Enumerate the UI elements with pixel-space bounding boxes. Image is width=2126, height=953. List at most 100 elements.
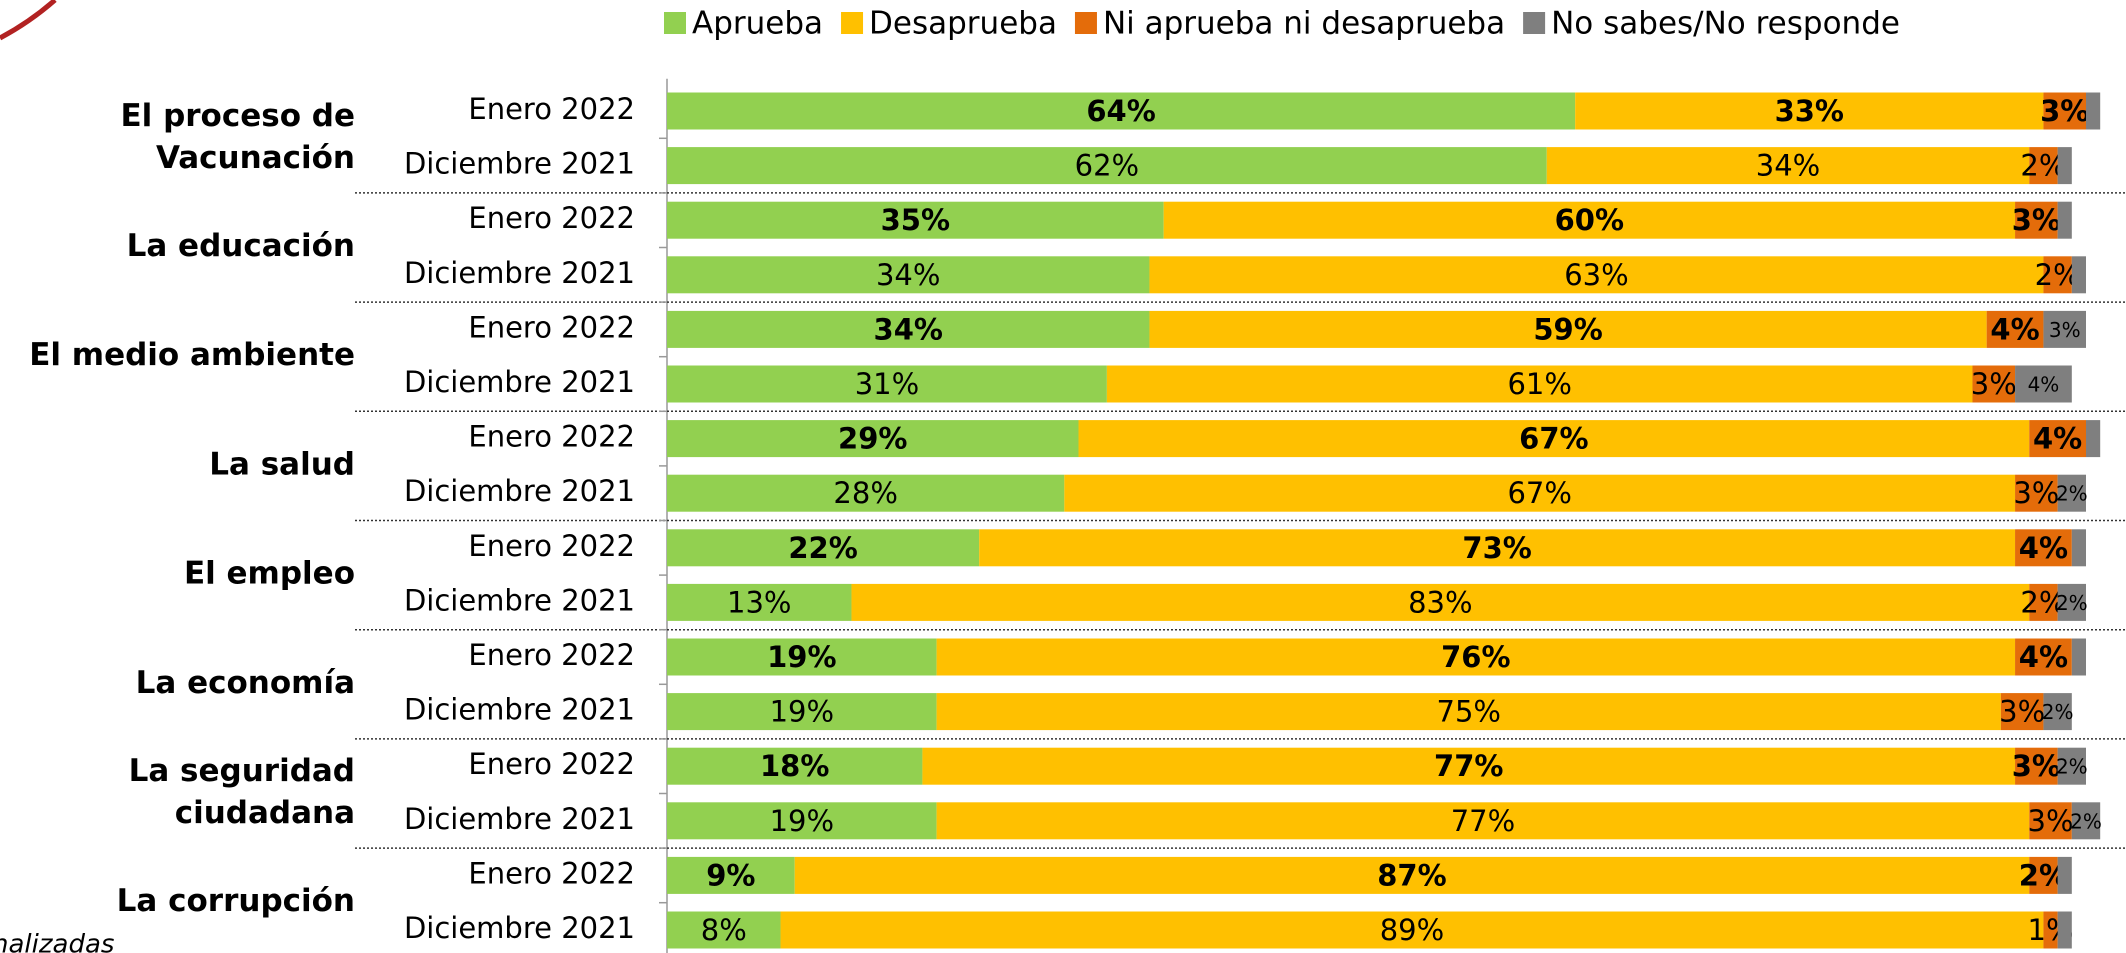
bar-segment: [794, 856, 2030, 894]
bar-segment: [780, 911, 2044, 949]
data-label: 29%: [838, 422, 907, 456]
bar-segment: [2029, 147, 2058, 185]
bar-segment: [922, 747, 2016, 785]
bar-segment: [1986, 310, 2044, 348]
bar-segment: [2043, 693, 2072, 731]
period-label: Diciembre 2021: [404, 147, 635, 181]
bar-segment: [667, 802, 937, 840]
bar-segment: [667, 310, 1150, 348]
bar-segment: [2057, 583, 2086, 621]
bar-segment: [1546, 147, 2030, 185]
bar-segment: [2057, 201, 2072, 239]
bar-segment: [1078, 420, 2030, 458]
bar-segment: [1149, 256, 2044, 294]
period-label: Enero 2022: [468, 747, 635, 781]
legend-label: Desaprueba: [869, 6, 1057, 42]
bar-segment: [851, 583, 2030, 621]
data-label: 4%: [2019, 531, 2068, 565]
bar-segment: [667, 256, 1150, 294]
group-label: El medio ambiente: [29, 337, 355, 373]
bar-segment: [1972, 365, 2016, 403]
data-label: 73%: [1462, 531, 1531, 565]
period-label: Diciembre 2021: [404, 256, 635, 290]
data-label: 18%: [760, 749, 829, 783]
period-label: Diciembre 2021: [404, 365, 635, 399]
footnote: nalizadas: [0, 930, 114, 953]
group-label: La corrupción: [117, 883, 355, 919]
bar-segment: [2071, 638, 2086, 676]
group-label: La salud: [209, 446, 355, 482]
bar-segment: [2043, 256, 2072, 294]
bar-segment: [2015, 365, 2072, 403]
data-label: 35%: [881, 203, 950, 237]
bar-segment: [667, 583, 852, 621]
data-label: 2%: [2070, 809, 2102, 833]
bar-segment: [2043, 911, 2058, 949]
data-label: 4%: [2019, 640, 2068, 674]
legend-label: Aprueba: [692, 6, 823, 42]
legend-swatch: [841, 12, 864, 34]
bar-segment: [2057, 147, 2072, 185]
bar-segment: [2043, 92, 2086, 130]
group-label: El proceso de: [120, 98, 355, 134]
data-label: 3%: [2040, 94, 2089, 128]
bar-segment: [667, 92, 1576, 130]
bar-segment: [667, 747, 923, 785]
data-label: 62%: [1075, 149, 1139, 183]
bar-segment: [667, 911, 781, 949]
bar-segment: [2000, 693, 2044, 731]
bar-segment: [2057, 747, 2086, 785]
data-label: 67%: [1519, 422, 1588, 456]
data-label: 34%: [876, 258, 940, 292]
bar-segment: [2015, 201, 2058, 239]
legend-swatch: [664, 12, 686, 34]
bar-segment: [2071, 256, 2086, 294]
data-label: 3%: [2012, 203, 2061, 237]
legend-label: Ni aprueba ni desaprueba: [1103, 6, 1505, 42]
bar-segment: [667, 638, 937, 676]
bar-segment: [2029, 420, 2086, 458]
bar-segment: [667, 147, 1547, 185]
data-label: 61%: [1507, 367, 1571, 401]
period-label: Enero 2022: [468, 638, 635, 672]
period-label: Enero 2022: [468, 856, 635, 890]
period-label: Enero 2022: [468, 529, 635, 563]
data-label: 63%: [1564, 258, 1628, 292]
bar-segment: [667, 201, 1164, 239]
data-label: 4%: [1990, 312, 2039, 346]
data-label: 3%: [2049, 318, 2081, 342]
bar-segment: [936, 693, 2001, 731]
bar-segment: [2086, 420, 2101, 458]
period-label: Diciembre 2021: [404, 802, 635, 836]
data-label: 9%: [706, 858, 755, 892]
period-label: Enero 2022: [468, 201, 635, 235]
data-label: 60%: [1555, 203, 1624, 237]
data-label: 22%: [788, 531, 857, 565]
bar-segment: [667, 474, 1065, 512]
bar-segment: [2029, 856, 2058, 894]
bar-segment: [1163, 201, 2016, 239]
data-label: 31%: [855, 367, 919, 401]
data-label: 19%: [770, 804, 834, 838]
data-label: 3%: [2012, 749, 2061, 783]
group-label: La economía: [136, 665, 355, 701]
bar-segment: [1149, 310, 1987, 348]
bar-segment: [2057, 474, 2086, 512]
period-label: Diciembre 2021: [404, 911, 635, 945]
period-label: Enero 2022: [468, 420, 635, 454]
data-label: 89%: [1380, 913, 1444, 947]
group-label: Vacunación: [156, 140, 355, 176]
data-label: 4%: [2033, 422, 2082, 456]
group-label: La educación: [127, 228, 355, 264]
data-label: 2%: [2056, 755, 2088, 779]
bar-segment: [2029, 583, 2058, 621]
data-label: 75%: [1437, 695, 1501, 729]
data-label: 13%: [727, 585, 791, 619]
data-label: 64%: [1086, 94, 1155, 128]
group-label: La seguridad: [129, 753, 355, 789]
bar-segment: [667, 856, 795, 894]
period-label: Diciembre 2021: [404, 474, 635, 508]
bar-segment: [2015, 747, 2058, 785]
data-label: 76%: [1441, 640, 1510, 674]
